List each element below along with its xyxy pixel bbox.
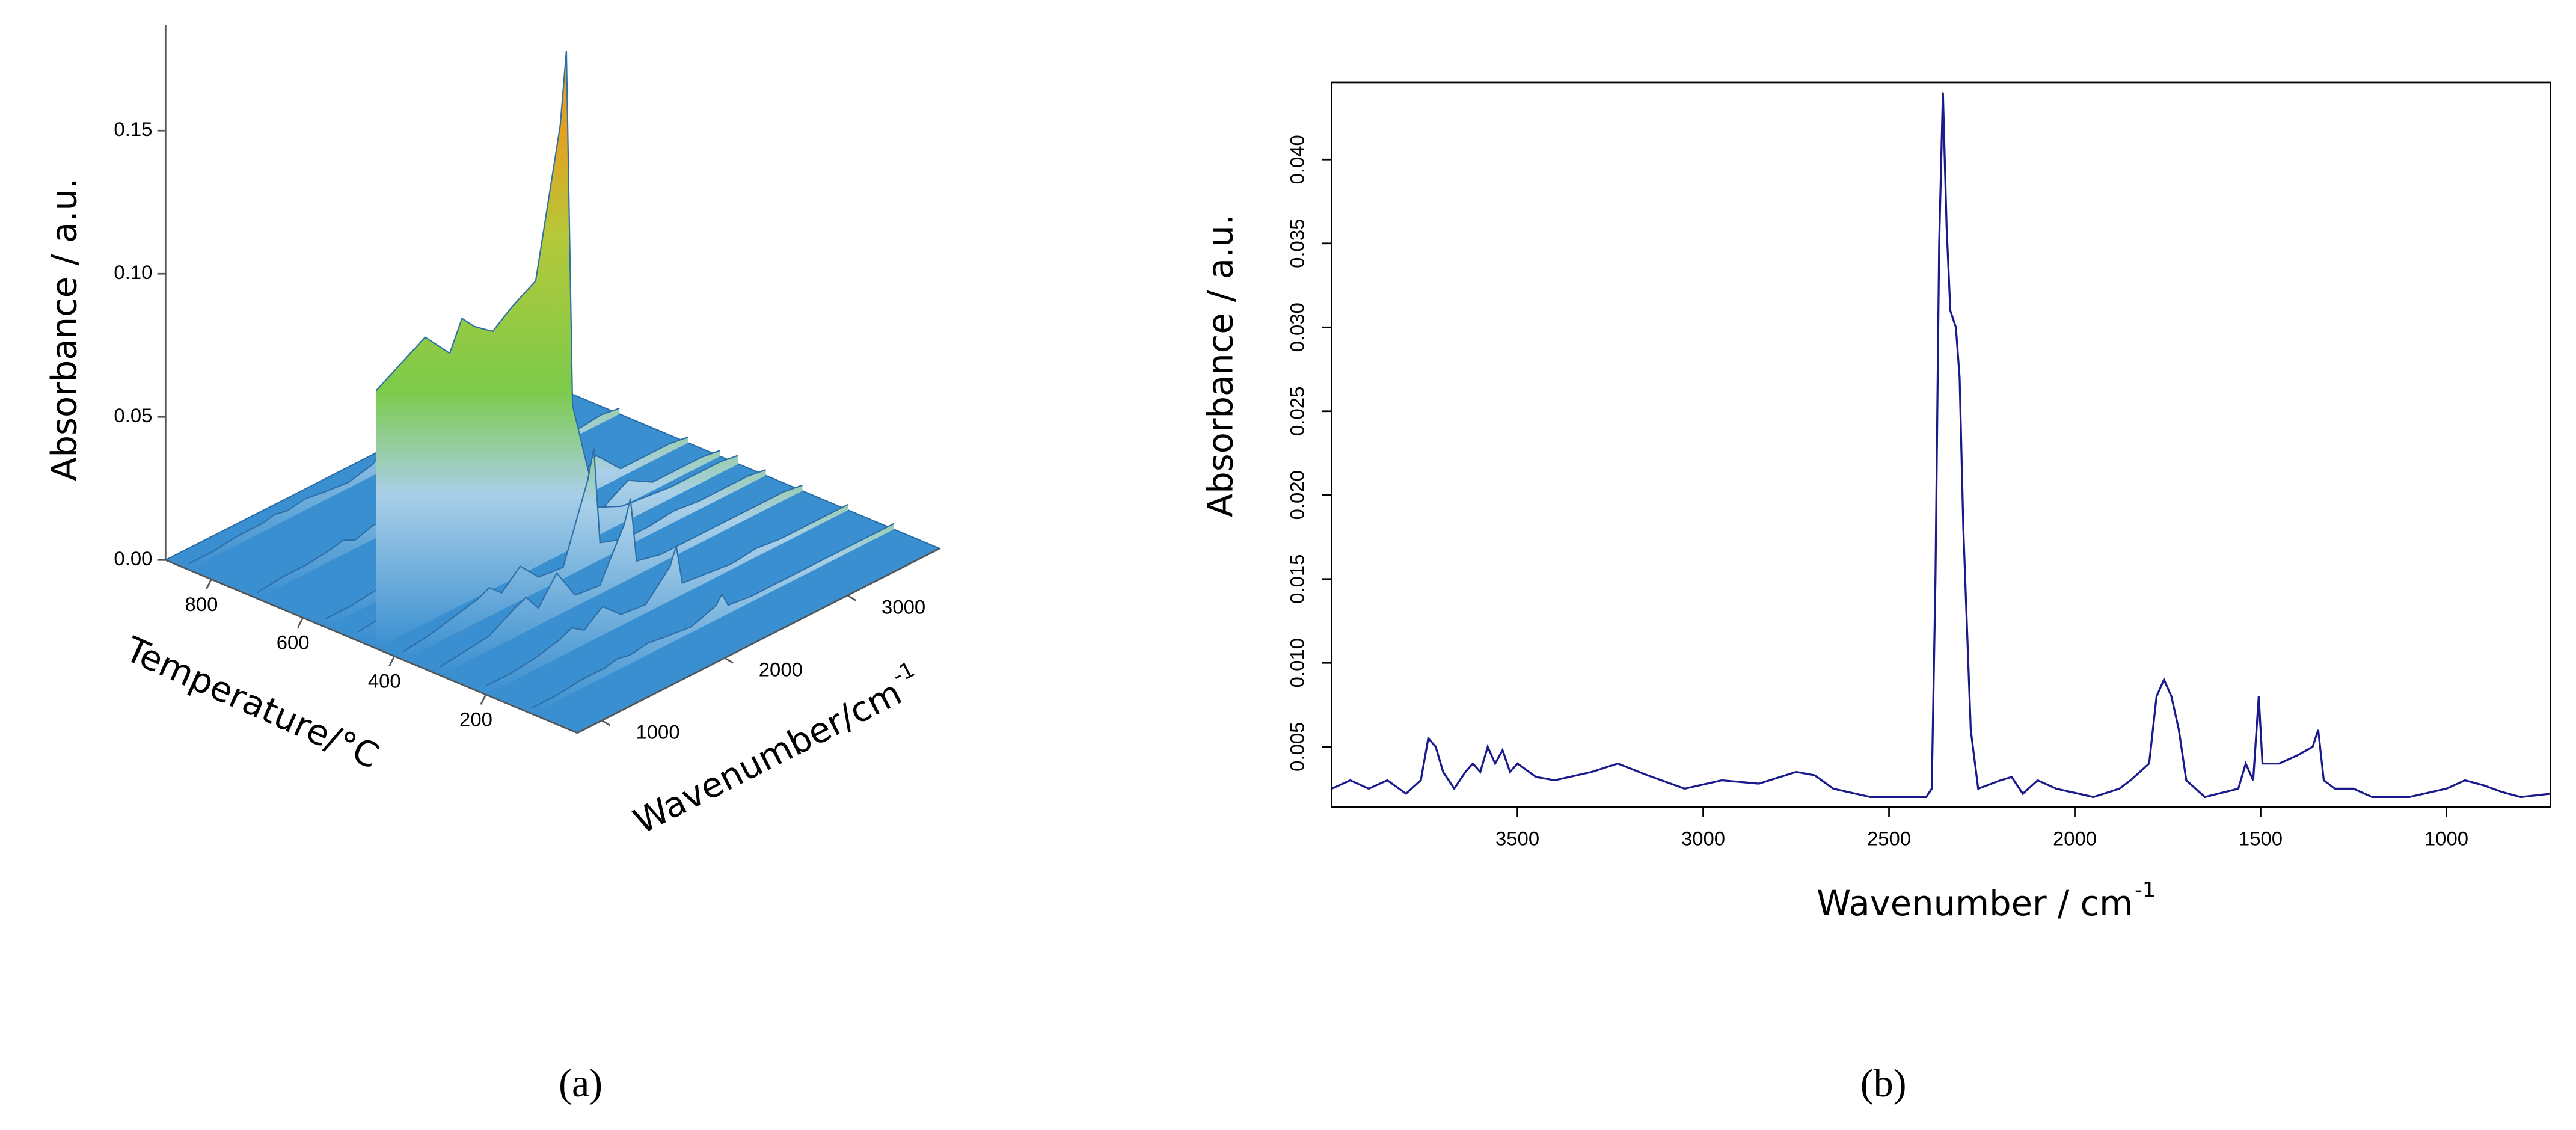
- z-tick-label: 0.10: [114, 261, 152, 283]
- z-tick-label: 0.00: [114, 547, 152, 570]
- x-tick-label: 1500: [2239, 828, 2283, 850]
- y-tick-label: 0.005: [1286, 722, 1308, 772]
- x-tick-label: 2000: [759, 659, 803, 681]
- x-tick: [847, 594, 856, 601]
- y-tick-label: 800: [185, 593, 218, 615]
- axis-label-superscript: -1: [2135, 878, 2156, 903]
- x-tick: [601, 719, 611, 726]
- axis-label: Absorbance / a.u.: [1200, 214, 1240, 517]
- x-axis: [577, 547, 940, 734]
- x-tick-label: 3000: [1681, 828, 1725, 850]
- y-tick-label: 400: [368, 670, 401, 692]
- surface-line: [375, 50, 739, 508]
- z-tick-label: 0.05: [114, 404, 152, 426]
- x-tick-label: 3500: [1495, 828, 1539, 850]
- y-tick-label: 0.035: [1286, 219, 1308, 268]
- y-tick-label: 600: [277, 631, 310, 654]
- axis-label: Wavenumber/cm: [627, 672, 907, 842]
- plot-frame: [1331, 81, 2551, 808]
- panel-label: (b): [1860, 1061, 1907, 1105]
- x-tick-label: 2000: [2053, 828, 2097, 850]
- z-tick-label: 0.15: [114, 118, 152, 140]
- y-tick-label: 0.025: [1286, 387, 1308, 436]
- axis-label: Temperature/°C: [119, 629, 385, 777]
- y-tick: [297, 617, 304, 628]
- surface-slice: [440, 485, 803, 676]
- axis-label-group: Wavenumber / cm -1: [1817, 878, 2156, 924]
- axis-label: Absorbance / a.u.: [44, 178, 85, 481]
- y-tick-label: 0.015: [1286, 554, 1308, 604]
- surface-line: [531, 523, 895, 709]
- spectrum-line: [1331, 92, 2551, 799]
- surface-slice: [485, 504, 848, 695]
- axis-label: Wavenumber / cm: [1817, 883, 2133, 924]
- y-tick: [205, 579, 212, 590]
- y-tick-label: 0.040: [1286, 135, 1308, 184]
- y-tick-label: 0.020: [1286, 470, 1308, 520]
- y-axis: [165, 559, 578, 734]
- y-tick: [388, 656, 395, 667]
- panel-label: (a): [559, 1061, 603, 1105]
- x-tick-label: 1000: [2424, 828, 2468, 850]
- x-tick-label: 3000: [882, 596, 925, 618]
- surface-line: [485, 503, 849, 687]
- x-tick-label: 2500: [1867, 828, 1911, 850]
- x-tick: [724, 657, 734, 664]
- y-tick-label: 200: [459, 708, 492, 730]
- surface-slice: [532, 523, 894, 714]
- surface-slice: [403, 448, 766, 660]
- y-tick: [480, 694, 487, 705]
- y-tick-label: 0.010: [1286, 638, 1308, 687]
- x-tick-label: 1000: [636, 721, 680, 743]
- surface-slice: [376, 51, 738, 649]
- surface-line: [440, 484, 803, 668]
- surface-line: [403, 448, 766, 653]
- y-tick-label: 0.030: [1286, 302, 1308, 352]
